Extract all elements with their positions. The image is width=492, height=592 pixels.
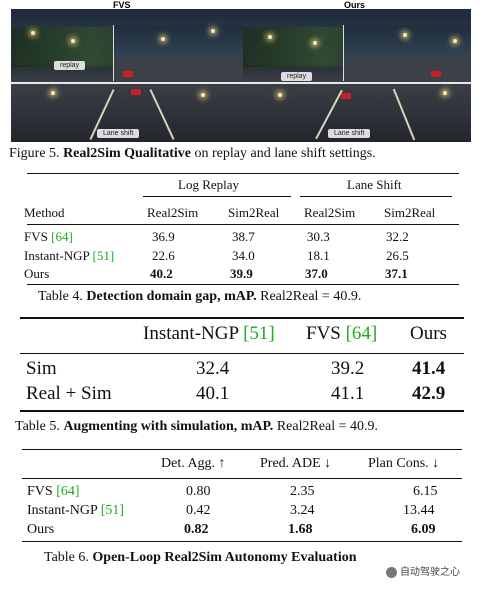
table5-cell: 39.2: [331, 358, 365, 379]
watermark: 自动驾驶之心: [383, 562, 463, 579]
table4-col: Sim2Real: [228, 205, 280, 220]
table4-cell: 38.7: [232, 229, 255, 244]
table4-cell: 22.6: [152, 248, 175, 263]
table6-cell: 6.09: [411, 522, 436, 537]
replay-label: replay: [54, 61, 86, 70]
table4-cell: 37.1: [385, 266, 408, 281]
table5-cell: 40.1: [196, 383, 230, 404]
table5-cell: 42.9: [412, 383, 446, 404]
table6-row-method: Ours: [27, 522, 55, 537]
table4-cell: 32.2: [386, 229, 409, 244]
table6-cell: 0.80: [186, 484, 211, 499]
table6-cell: 1.68: [288, 522, 313, 537]
table6-cell: 2.35: [290, 484, 315, 499]
table5-col: Instant-NGP [51]: [143, 323, 275, 344]
replay-inset: [113, 25, 243, 81]
table6-cell: 6.15: [413, 484, 438, 499]
table4-cell: 39.9: [230, 266, 253, 281]
figure-caption: Figure 5. Real2Sim Qualitative on replay…: [9, 146, 376, 161]
table4-col: Real2Sim: [304, 205, 356, 220]
table4-row-method: FVS [64]: [24, 229, 73, 244]
table4-cell: 26.5: [386, 248, 409, 263]
wechat-icon: [386, 566, 397, 578]
table6-caption: Table 6. Open-Loop Real2Sim Autonomy Eva…: [44, 550, 357, 565]
table5-col: Ours: [410, 323, 447, 344]
table6-col: Plan Cons. ↓: [368, 456, 440, 471]
table6-row-method: FVS [64]: [27, 484, 80, 499]
figure-right-panel: replay Lane shift: [243, 9, 471, 142]
table6-row-method: Instant-NGP [51]: [27, 503, 125, 518]
table4-group-header: Log Replay: [178, 177, 240, 192]
table4-cell: 37.0: [305, 266, 328, 281]
table6-col: Det. Agg. ↑: [161, 456, 226, 471]
table4-cell: 18.1: [307, 248, 330, 263]
table6-col: Pred. ADE ↓: [260, 456, 332, 471]
table6-cell: 0.42: [186, 503, 211, 518]
table4-col: Real2Sim: [147, 205, 199, 220]
table4-row-method: Instant-NGP [51]: [24, 248, 115, 263]
table5-col: FVS [64]: [306, 323, 378, 344]
table5-cell: 41.4: [412, 358, 446, 379]
table5-caption: Table 5. Augmenting with simulation, mAP…: [15, 419, 379, 434]
table5-row-label: Real + Sim: [26, 383, 112, 404]
table6-cell: 3.24: [290, 503, 315, 518]
table4-cell: 40.2: [150, 266, 173, 281]
table6-cell: 0.82: [184, 522, 209, 537]
table4-cell: 34.0: [232, 248, 255, 263]
table4-col-method: Method: [24, 205, 65, 220]
table6-cell: 13.44: [403, 503, 435, 518]
lane-shift-label: Lane shift: [97, 129, 140, 138]
lane-shift-label: Lane shift: [328, 129, 371, 138]
table4-cell: 30.3: [307, 229, 330, 244]
table4-caption: Table 4. Detection domain gap, mAP. Real…: [38, 289, 362, 304]
figure-left-panel: replay Lane shift: [11, 9, 243, 142]
table4-cell: 36.9: [152, 229, 175, 244]
replay-label: replay: [281, 72, 313, 81]
table4-group-header: Lane Shift: [347, 177, 402, 192]
table5-cell: 32.4: [196, 358, 230, 379]
table4-col: Sim2Real: [384, 205, 436, 220]
table4-row-method: Ours: [24, 266, 50, 281]
table5-cell: 41.1: [331, 383, 365, 404]
figure-left-title: FVS: [113, 0, 131, 10]
replay-inset: [343, 25, 471, 81]
figure-right-title: Ours: [344, 0, 366, 10]
table5-row-label: Sim: [26, 358, 57, 379]
